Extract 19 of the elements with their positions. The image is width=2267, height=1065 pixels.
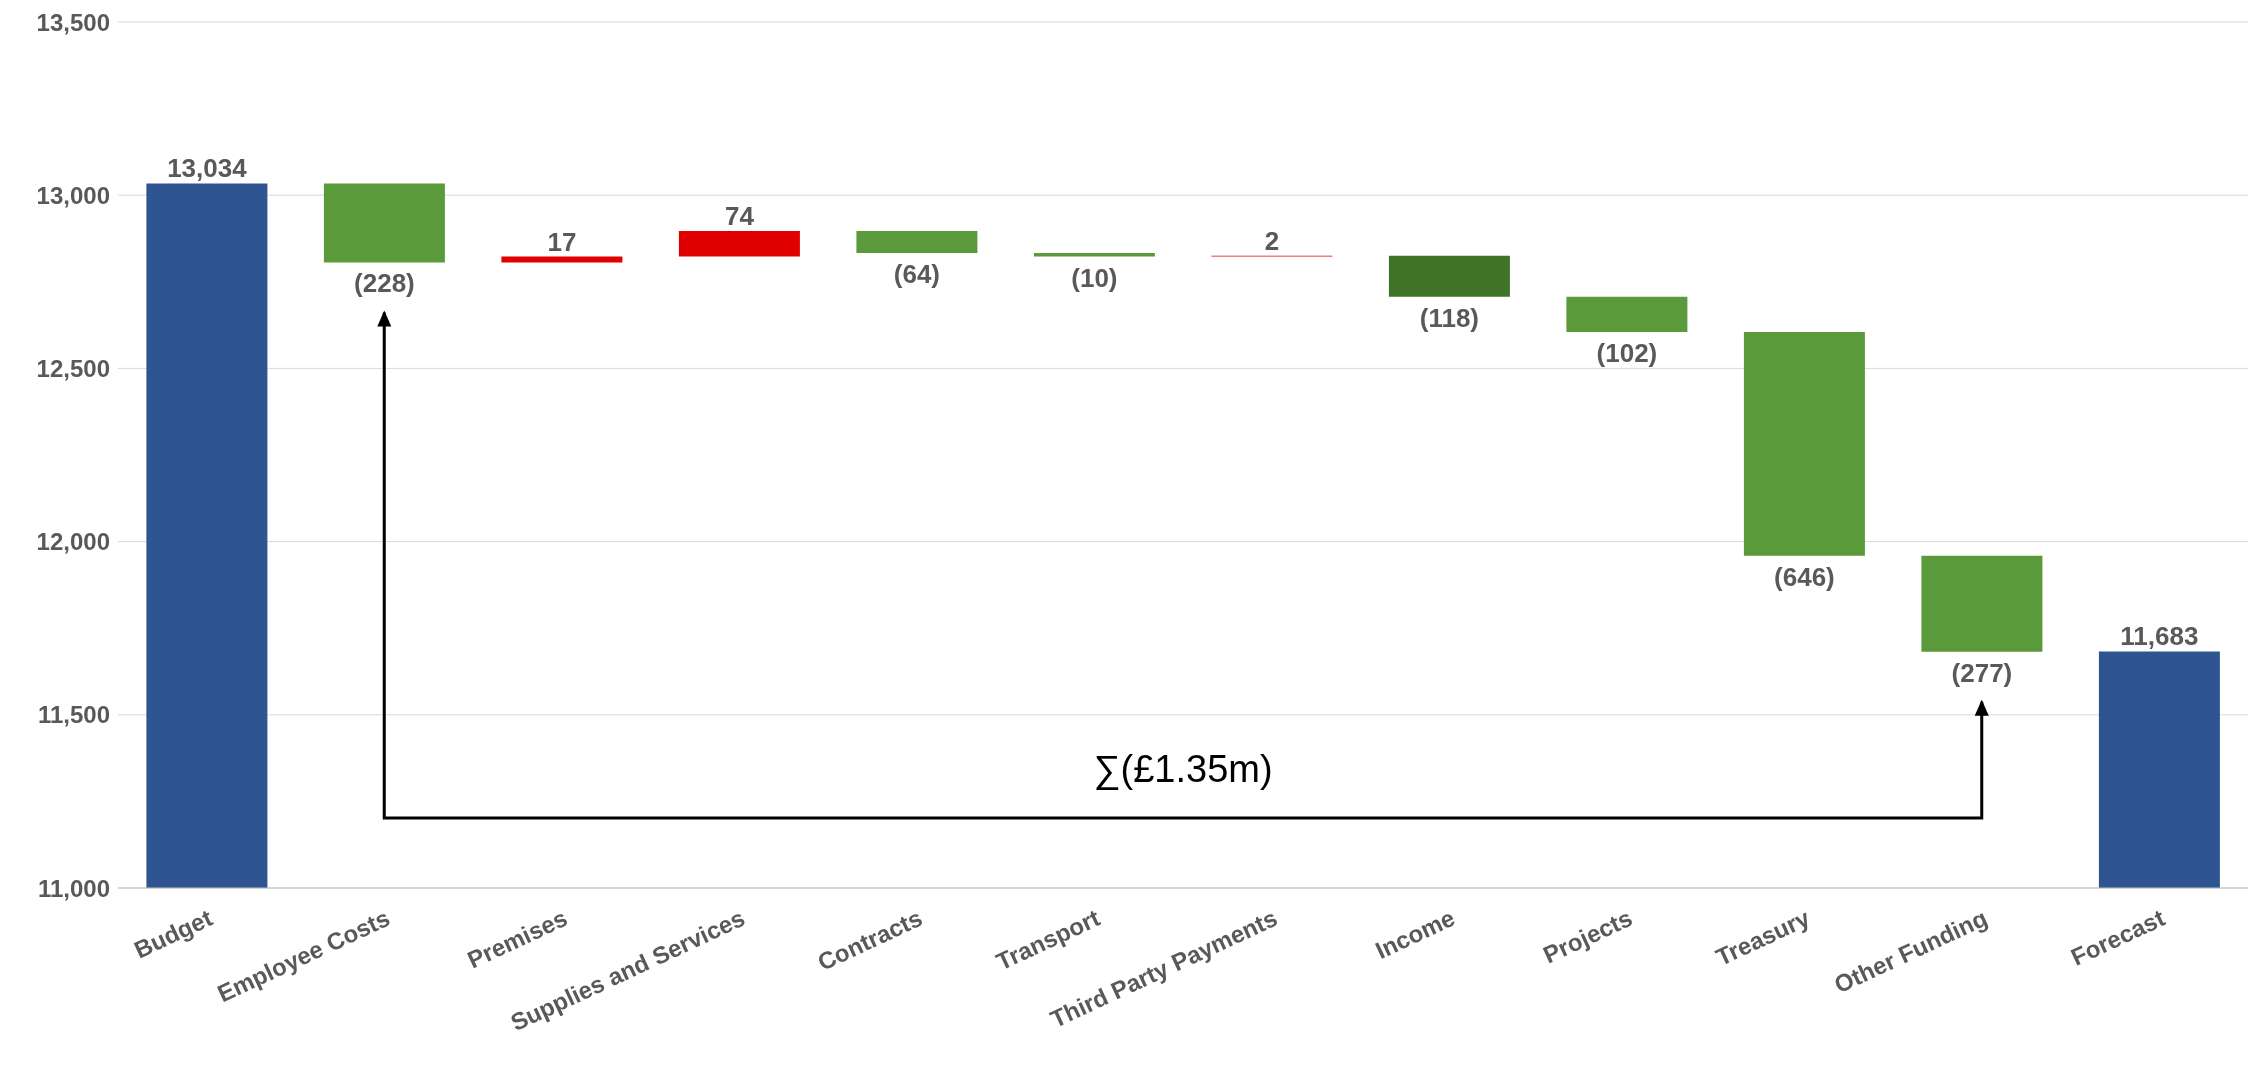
data-label: 13,034 [167,153,248,184]
y-tick-label: 11,000 [37,874,110,902]
y-tick-label: 12,000 [36,528,110,556]
y-tick-label: 11,500 [37,701,110,729]
data-label: (277) [1951,657,2013,688]
data-label: 11,683 [2120,621,2199,652]
data-label: 74 [724,200,755,231]
data-label: (10) [1071,262,1118,293]
data-label: (64) [893,259,941,290]
data-label: 17 [547,226,577,257]
y-tick-label: 13,500 [36,8,110,36]
data-label: (228) [354,268,415,299]
y-tick-label: 13,000 [36,181,110,209]
data-label: (118) [1419,302,1480,333]
data-label: (102) [1596,338,1658,369]
data-label: (646) [1774,561,1835,592]
data-label: 2 [1264,225,1280,256]
y-tick-label: 12,500 [36,354,110,382]
annotation: ∑(£1.35m) [1092,748,1274,791]
